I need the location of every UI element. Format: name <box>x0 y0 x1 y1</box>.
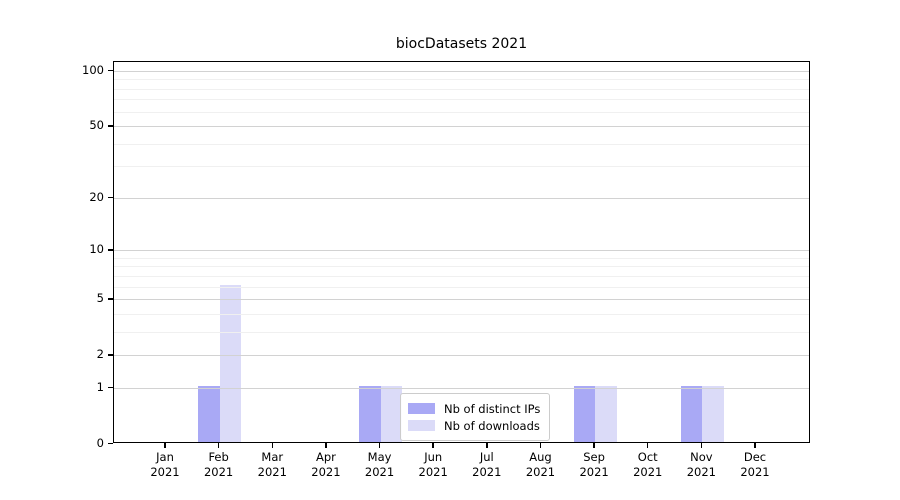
bar-distinct-ips-sep <box>573 385 596 442</box>
ytick-label-1: 1 <box>96 379 104 394</box>
bar-downloads-feb <box>219 284 242 442</box>
xtick-mark-sep <box>593 443 595 448</box>
xtick-year-jan: 2021 <box>150 464 180 479</box>
legend-label-downloads: Nb of downloads <box>444 418 540 433</box>
xtick-label-jun: Jun 2021 <box>403 450 463 479</box>
ytick-mark-5 <box>108 298 113 300</box>
xtick-label-may: May 2021 <box>350 450 410 479</box>
gridline-minor-30 <box>114 166 809 168</box>
ytick-label-2: 2 <box>96 347 104 362</box>
gridline-minor-3 <box>114 331 809 333</box>
gridline-major-2 <box>114 355 809 357</box>
gridline-minor-7 <box>114 275 809 277</box>
xtick-year-oct: 2021 <box>633 464 663 479</box>
ytick-label-100: 100 <box>82 63 104 77</box>
xtick-year-jun: 2021 <box>418 464 448 479</box>
gridline-major-100 <box>114 71 809 72</box>
xtick-mark-mar <box>271 443 273 448</box>
gridline-major-20 <box>114 197 809 199</box>
bar-distinct-ips-may <box>359 385 381 442</box>
xtick-mark-aug <box>539 443 542 448</box>
xtick-year-dec: 2021 <box>740 464 770 479</box>
xtick-year-aug: 2021 <box>525 464 556 479</box>
xtick-year-mar: 2021 <box>257 464 287 479</box>
xtick-mark-feb <box>217 443 220 448</box>
xtick-label-dec: Dec 2021 <box>725 450 785 479</box>
legend-label-distinct-ips: Nb of distinct IPs <box>444 401 541 416</box>
xtick-label-oct: Oct 2021 <box>618 450 678 479</box>
ytick-mark-1 <box>108 386 113 389</box>
xtick-label-aug: Aug 2021 <box>510 450 570 479</box>
bar-distinct-ips-feb <box>198 385 220 442</box>
legend-swatch-downloads <box>408 420 435 431</box>
ytick-label-50: 50 <box>89 118 104 133</box>
gridline-minor-60 <box>114 111 809 113</box>
ytick-mark-0 <box>108 443 113 445</box>
bar-downloads-sep <box>595 385 617 442</box>
gridline-minor-8 <box>114 266 809 268</box>
xtick-mark-dec <box>754 443 756 448</box>
legend-swatch-distinct-ips <box>408 403 435 414</box>
gridline-minor-40 <box>114 143 809 145</box>
legend: Nb of distinct IPs Nb of downloads <box>400 393 551 441</box>
xtick-year-jul: 2021 <box>472 464 502 479</box>
ytick-label-20: 20 <box>89 189 104 204</box>
gridline-minor-80 <box>114 88 809 90</box>
ytick-label-0: 0 <box>96 436 104 450</box>
gridline-minor-90 <box>114 79 809 81</box>
xtick-mark-jun <box>432 443 434 448</box>
xtick-label-feb: Feb 2021 <box>189 450 249 479</box>
ytick-mark-2 <box>108 354 113 356</box>
ytick-mark-100 <box>108 70 113 72</box>
gridline-major-10 <box>114 250 809 252</box>
gridline-minor-70 <box>114 99 809 101</box>
bar-downloads-nov <box>702 385 724 442</box>
xtick-mark-jan <box>164 443 166 448</box>
ytick-mark-50 <box>108 125 113 127</box>
xtick-year-nov: 2021 <box>686 464 716 479</box>
chart-title: biocDatasets 2021 <box>395 36 528 52</box>
legend-item-downloads: Nb of downloads <box>408 417 540 434</box>
gridline-minor-4 <box>114 313 809 315</box>
xtick-mark-jul <box>486 443 488 448</box>
xtick-label-jan: Jan 2021 <box>135 450 195 479</box>
bar-distinct-ips-nov <box>680 385 703 442</box>
xtick-year-may: 2021 <box>364 464 395 479</box>
plot-area: Nb of distinct IPs Nb of downloads <box>113 61 810 443</box>
legend-item-distinct-ips: Nb of distinct IPs <box>408 400 540 417</box>
ytick-label-10: 10 <box>89 242 104 257</box>
gridline-major-1 <box>114 387 809 389</box>
xtick-label-jul: Jul 2021 <box>457 450 517 479</box>
xtick-mark-oct <box>647 443 649 448</box>
xtick-year-apr: 2021 <box>311 464 341 479</box>
ytick-label-5: 5 <box>96 291 104 306</box>
gridline-minor-9 <box>114 257 809 259</box>
gridline-minor-6 <box>114 286 809 288</box>
xtick-year-sep: 2021 <box>579 464 609 479</box>
xtick-label-nov: Nov 2021 <box>671 450 731 479</box>
xtick-label-apr: Apr 2021 <box>296 450 356 479</box>
xtick-mark-may <box>378 443 381 448</box>
xtick-mark-apr <box>325 443 327 448</box>
gridline-major-50 <box>114 126 809 128</box>
ytick-mark-20 <box>108 196 113 199</box>
xtick-mark-nov <box>700 443 703 448</box>
xtick-label-sep: Sep 2021 <box>564 450 624 479</box>
xtick-year-feb: 2021 <box>203 464 234 479</box>
ytick-mark-10 <box>108 249 113 251</box>
bar-downloads-may <box>380 385 403 442</box>
gridline-major-5 <box>114 299 809 301</box>
xtick-label-mar: Mar 2021 <box>242 450 302 479</box>
